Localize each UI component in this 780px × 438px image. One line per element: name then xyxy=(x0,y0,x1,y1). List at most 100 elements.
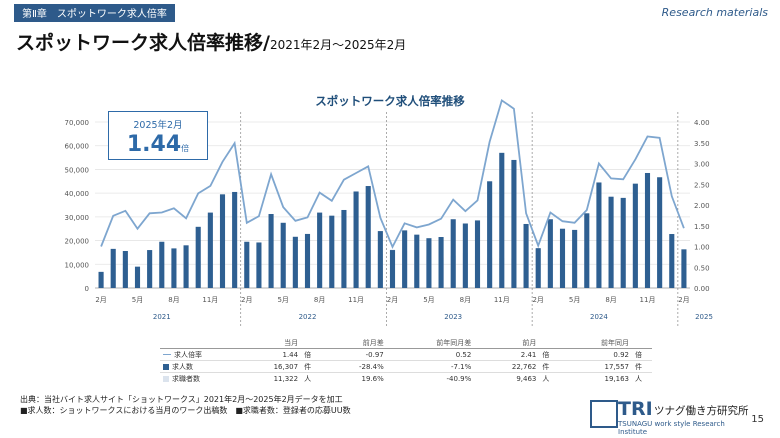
table-row-seekers: 求職者数 11,322 人 19.6% -40.9% 9,463 人 19,163 人 xyxy=(160,372,652,384)
cell-unit: 倍 xyxy=(304,350,312,359)
jobs-bar xyxy=(426,238,432,288)
jobs-bar xyxy=(511,159,517,288)
jobs-bar xyxy=(329,215,335,288)
header-mom: 前月差 xyxy=(321,337,387,349)
jobs-bar xyxy=(572,229,578,288)
year-label: 2022 xyxy=(299,313,317,321)
jobs-bar xyxy=(304,233,311,288)
cell-mom: 19.6% xyxy=(321,372,387,384)
table-row-ratio: 求人倍率 1.44 倍 -0.97 0.52 2.41 倍 0.92 倍 xyxy=(160,349,652,361)
x-tick-label: 8月 xyxy=(460,296,471,304)
year-label: 2023 xyxy=(444,313,462,321)
right-tick-label: 3.00 xyxy=(694,161,710,169)
chart-title: スポットワーク求人倍率推移 xyxy=(315,94,465,108)
jobs-bar xyxy=(535,248,541,288)
jobs-bar xyxy=(499,152,505,288)
jobs-bar xyxy=(584,213,590,288)
jobs-bar xyxy=(450,219,456,288)
cell-unit: 件 xyxy=(632,360,652,373)
jobs-bar xyxy=(365,186,371,288)
jobs-bar xyxy=(122,251,128,288)
cell-unit: 倍 xyxy=(635,350,642,359)
cell-unit: 人 xyxy=(632,372,652,384)
cell-prev: 9,463 xyxy=(474,372,540,384)
jobs-bar xyxy=(207,212,213,288)
year-label: 2025 xyxy=(695,313,713,321)
legend-bar-swatch xyxy=(163,363,169,370)
cell-mom: -28.4% xyxy=(321,360,387,373)
cell-prev-year: 0.92 xyxy=(613,350,629,359)
x-tick-label: 2月 xyxy=(387,296,398,304)
jobs-bar xyxy=(219,194,226,288)
cell-unit: 件 xyxy=(539,360,560,373)
x-tick-label: 11月 xyxy=(202,296,218,304)
x-tick-label: 5月 xyxy=(277,296,288,304)
jobs-bar xyxy=(292,236,298,288)
cell-current: 11,322 xyxy=(236,372,302,384)
x-tick-label: 5月 xyxy=(569,296,580,304)
callout-label: 2025年2月 xyxy=(133,120,183,131)
logo-name-en: TSUNAGU work style Research Institute xyxy=(618,420,725,436)
cell-prev: 22,762 xyxy=(474,360,540,373)
research-materials-label: Research materials xyxy=(661,6,768,19)
jobs-bar xyxy=(547,219,553,288)
summary-table: 当月 前月差 前年同月差 前月 前年同月 求人倍率 1.44 倍 -0.97 0.… xyxy=(160,337,652,384)
title-period: 2021年2月～2025年2月 xyxy=(269,38,407,52)
x-tick-label: 5月 xyxy=(423,296,434,304)
jobs-bar xyxy=(268,214,274,288)
x-tick-label: 2月 xyxy=(95,296,106,304)
callout-number: 1.44 xyxy=(126,132,182,157)
year-dividers xyxy=(240,112,679,328)
jobs-bar xyxy=(256,242,262,288)
left-axis: 0 10,000 20,000 30,000 40,000 50,000 60,000 70,… xyxy=(65,119,90,293)
title-main: スポットワーク求人倍率推移/ xyxy=(16,32,270,54)
jobs-bar xyxy=(632,183,638,288)
tri-logo-mark-icon xyxy=(590,400,618,428)
legend-bar-swatch xyxy=(163,375,169,382)
jobs-bar xyxy=(317,212,323,288)
cell-yoy: -7.1% xyxy=(386,360,475,373)
jobs-bar xyxy=(98,271,104,288)
x-tick-label: 2月 xyxy=(678,296,689,304)
jobs-bar xyxy=(110,248,116,288)
jobs-bar xyxy=(377,231,383,288)
jobs-bar xyxy=(438,237,444,288)
source-line-1: 出典：当社バイト求人サイト「ショットワークス」2021年2月～2025年2月デー… xyxy=(20,395,343,404)
left-tick-label: 0 xyxy=(85,285,89,293)
x-tick-label: 8月 xyxy=(168,296,179,304)
header-current: 当月 xyxy=(236,337,302,349)
source-note: 出典：当社バイト求人サイト「ショットワークス」2021年2月～2025年2月デー… xyxy=(20,394,351,416)
x-tick-label: 5月 xyxy=(132,296,143,304)
jobs-bar xyxy=(402,230,408,288)
x-tick-label: 2月 xyxy=(532,296,543,304)
ratio-line xyxy=(100,98,685,250)
jobs-bar xyxy=(523,223,529,288)
right-tick-label: 0.50 xyxy=(694,264,710,272)
header-blank xyxy=(160,337,236,349)
row-label: 求人倍率 xyxy=(160,349,236,361)
jobs-bar xyxy=(608,196,614,288)
jobs-bar xyxy=(244,241,250,288)
cell-yoy: 0.52 xyxy=(455,350,472,359)
row-label: 求職者数 xyxy=(160,372,236,384)
page-title: スポットワーク求人倍率推移/2021年2月～2025年2月 xyxy=(16,28,406,55)
right-tick-label: 1.50 xyxy=(694,223,710,231)
header-unit-3 xyxy=(632,337,652,349)
jobs-bar xyxy=(147,250,153,288)
cell-current: 1.44 xyxy=(282,350,299,359)
jobs-bar xyxy=(559,228,566,288)
cell-prev-year: 19,163 xyxy=(559,372,632,384)
year-axis: 2021 2022 2023 2024 2025 xyxy=(153,313,713,321)
jobs-bar xyxy=(171,248,177,288)
x-axis: 2月 5月 8月 11月 2月 5月 8月 11月 2月 5月 8月 11月 2月 5月 8月 11月 2月 xyxy=(95,296,689,304)
source-line-2: ■求人数：ショットワークスにおける当月のワーク出稿数 ■求職者数：登録者の応募U… xyxy=(20,406,351,415)
jobs-bar xyxy=(657,177,663,288)
jobs-bar xyxy=(183,245,189,288)
header-yoy: 前年同月差 xyxy=(386,337,475,349)
jobs-bar xyxy=(341,209,347,288)
x-tick-label: 11月 xyxy=(640,296,656,304)
cell-mom: -0.97 xyxy=(365,350,384,359)
right-tick-label: 0.00 xyxy=(694,285,710,293)
cell-unit: 人 xyxy=(301,372,322,384)
jobs-bar xyxy=(681,249,687,288)
